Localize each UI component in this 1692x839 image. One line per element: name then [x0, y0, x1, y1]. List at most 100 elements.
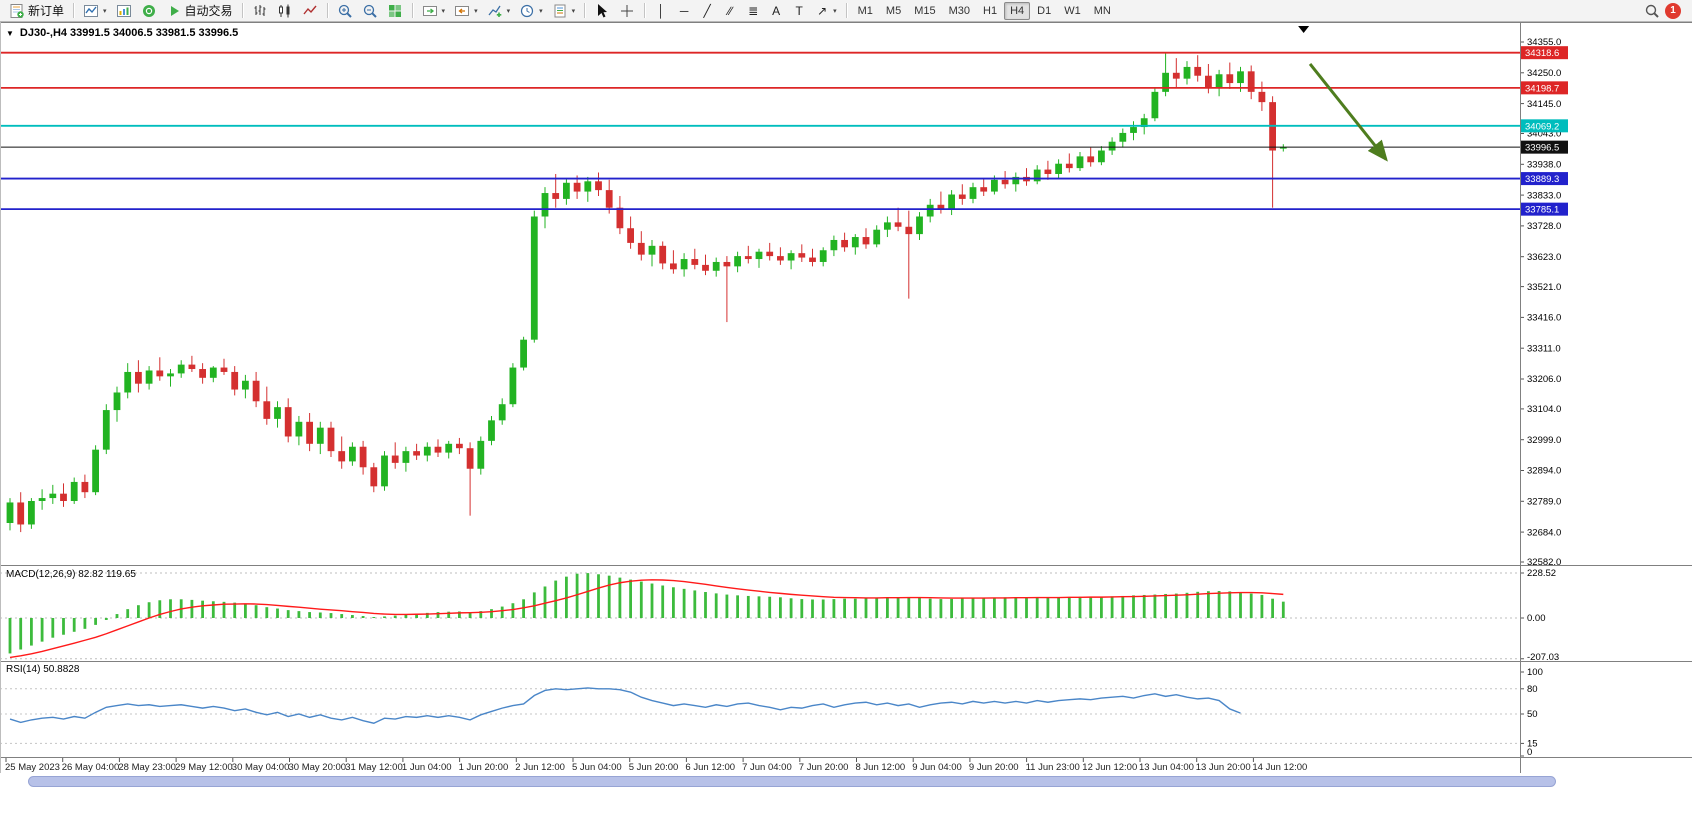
horizontal-scrollbar[interactable] [0, 775, 1692, 788]
svg-text:32894.0: 32894.0 [1527, 466, 1561, 477]
price-axis[interactable]: 34355.0 34250.0 34145.0 34043.0 33938.0 33833… [1520, 37, 1568, 568]
svg-text:228.52: 228.52 [1527, 568, 1556, 579]
svg-text:2 Jun 12:00: 2 Jun 12:00 [515, 762, 565, 773]
new-order-button[interactable]: 新订单 [5, 1, 68, 21]
svg-text:1 Jun 04:00: 1 Jun 04:00 [402, 762, 452, 773]
caret-icon: ▾ [441, 7, 446, 15]
svg-text:33728.0: 33728.0 [1527, 221, 1561, 232]
profiles-icon [116, 4, 131, 17]
charts-button[interactable]: ▾ [79, 1, 111, 21]
annotations[interactable] [1298, 26, 1388, 162]
svg-text:9 Jun 04:00: 9 Jun 04:00 [912, 762, 962, 773]
timeframe-button-d1[interactable]: D1 [1037, 4, 1052, 17]
separator [584, 3, 586, 18]
fibonacci-icon: ≣ [748, 3, 759, 18]
svg-text:1 Jun 20:00: 1 Jun 20:00 [459, 762, 509, 773]
timeframe-button-w1[interactable]: W1 [1064, 4, 1081, 17]
text-tool[interactable]: A [765, 1, 787, 21]
toolbar: 新订单 ▾ 自动交易 [0, 0, 1692, 22]
separator [411, 3, 413, 18]
svg-text:32684.0: 32684.0 [1527, 527, 1561, 538]
tile-windows-button[interactable] [383, 1, 407, 21]
trendline-tool[interactable]: ╱ [696, 1, 718, 21]
separator [73, 3, 75, 18]
chart-line-button[interactable] [298, 1, 322, 21]
periods-button[interactable]: ▾ [515, 1, 547, 21]
timeframe-button-h4[interactable]: H4 [1004, 1, 1031, 20]
candlestick-chart-icon [278, 4, 290, 17]
svg-text:30 May 20:00: 30 May 20:00 [289, 762, 347, 773]
svg-text:0.00: 0.00 [1527, 613, 1546, 624]
profiles-button[interactable] [112, 1, 136, 21]
caret-icon: ▾ [571, 7, 576, 15]
horizontal-line-icon: ─ [679, 3, 689, 18]
separator [845, 3, 847, 18]
svg-text:50: 50 [1527, 709, 1538, 720]
fibonacci-tool[interactable]: ≣ [742, 1, 764, 21]
templates-button[interactable]: ▾ [548, 1, 580, 21]
time-axis[interactable]: 25 May 2023 26 May 04:00 28 May 23:00 29 Ma… [5, 757, 1307, 774]
svg-text:13 Jun 20:00: 13 Jun 20:00 [1196, 762, 1251, 773]
svg-text:30 May 04:00: 30 May 04:00 [232, 762, 290, 773]
auto-scroll-button[interactable]: ▾ [418, 1, 450, 21]
svg-text:6 Jun 12:00: 6 Jun 12:00 [685, 762, 735, 773]
separator [644, 3, 646, 18]
rsi-pane[interactable]: 100 80 50 150 [0, 667, 1543, 758]
indicators-button[interactable]: ▾ [483, 1, 515, 21]
separator [241, 3, 243, 18]
community-button[interactable] [137, 1, 161, 21]
svg-text:34069.2: 34069.2 [1525, 121, 1559, 132]
timeframe-button-m1[interactable]: M1 [857, 4, 873, 17]
bar-chart-icon [254, 4, 266, 16]
trend-arrow-annotation [1308, 63, 1388, 162]
svg-text:15: 15 [1527, 739, 1538, 750]
svg-text:33311.0: 33311.0 [1527, 343, 1561, 354]
autotrade-button[interactable]: 自动交易 [162, 1, 237, 21]
svg-text:5 Jun 04:00: 5 Jun 04:00 [572, 762, 622, 773]
svg-text:34198.7: 34198.7 [1525, 83, 1559, 94]
zoom-out-button[interactable] [358, 1, 382, 21]
svg-text:12 Jun 12:00: 12 Jun 12:00 [1082, 762, 1137, 773]
autotrade-play-icon [170, 5, 179, 16]
label-tool[interactable]: T [788, 1, 810, 21]
vertical-line-tool[interactable]: │ [650, 1, 672, 21]
chart-bars-button[interactable] [248, 1, 272, 21]
macd-pane[interactable]: 228.52 0.00 -207.03 [0, 568, 1559, 663]
chart-window: 34355.0 34250.0 34145.0 34043.0 33938.0 33833… [0, 22, 1692, 839]
chart-shift-button[interactable]: ▾ [450, 1, 482, 21]
svg-text:33996.5: 33996.5 [1525, 143, 1559, 154]
notification-badge[interactable]: 1 [1665, 2, 1681, 19]
crosshair-button[interactable] [615, 1, 639, 21]
svg-text:32789.0: 32789.0 [1527, 496, 1561, 507]
svg-text:9 Jun 20:00: 9 Jun 20:00 [969, 762, 1019, 773]
svg-text:33521.0: 33521.0 [1527, 282, 1561, 293]
svg-text:13 Jun 04:00: 13 Jun 04:00 [1139, 762, 1194, 773]
arrows-tool[interactable]: ↗ ▾ [811, 1, 841, 21]
separator [326, 3, 328, 18]
chart-canvas[interactable]: 34355.0 34250.0 34145.0 34043.0 33938.0 33833… [0, 22, 1692, 773]
vertical-line-icon: │ [657, 3, 665, 18]
chart-candles-button[interactable] [273, 1, 297, 21]
timeframe-button-mn[interactable]: MN [1093, 4, 1111, 17]
horizontal-line-tool[interactable]: ─ [673, 1, 695, 21]
horizontal-scrollbar-thumb[interactable] [28, 776, 1556, 787]
search-button[interactable] [1640, 1, 1664, 21]
svg-text:-207.03: -207.03 [1527, 652, 1559, 663]
price-lines-layer[interactable] [0, 51, 1520, 211]
timeframe-button-h1[interactable]: H1 [983, 4, 998, 17]
svg-text:5 Jun 20:00: 5 Jun 20:00 [629, 762, 679, 773]
channel-icon: ∕∕ [728, 3, 733, 18]
label-tool-icon: T [795, 3, 803, 18]
caret-icon: ▾ [474, 7, 478, 15]
svg-text:33938.0: 33938.0 [1527, 160, 1561, 171]
zoom-in-button[interactable] [333, 1, 357, 21]
candles-layer[interactable] [6, 52, 1287, 533]
svg-text:33416.0: 33416.0 [1527, 313, 1561, 324]
indicators-icon [488, 5, 501, 17]
timeframe-button-m15[interactable]: M15 [914, 4, 936, 17]
channel-tool[interactable]: ∕∕ [719, 1, 741, 21]
clock-icon [520, 4, 534, 17]
cursor-button[interactable] [590, 1, 614, 21]
timeframe-button-m30[interactable]: M30 [948, 4, 971, 17]
timeframe-button-m5[interactable]: M5 [885, 4, 902, 17]
